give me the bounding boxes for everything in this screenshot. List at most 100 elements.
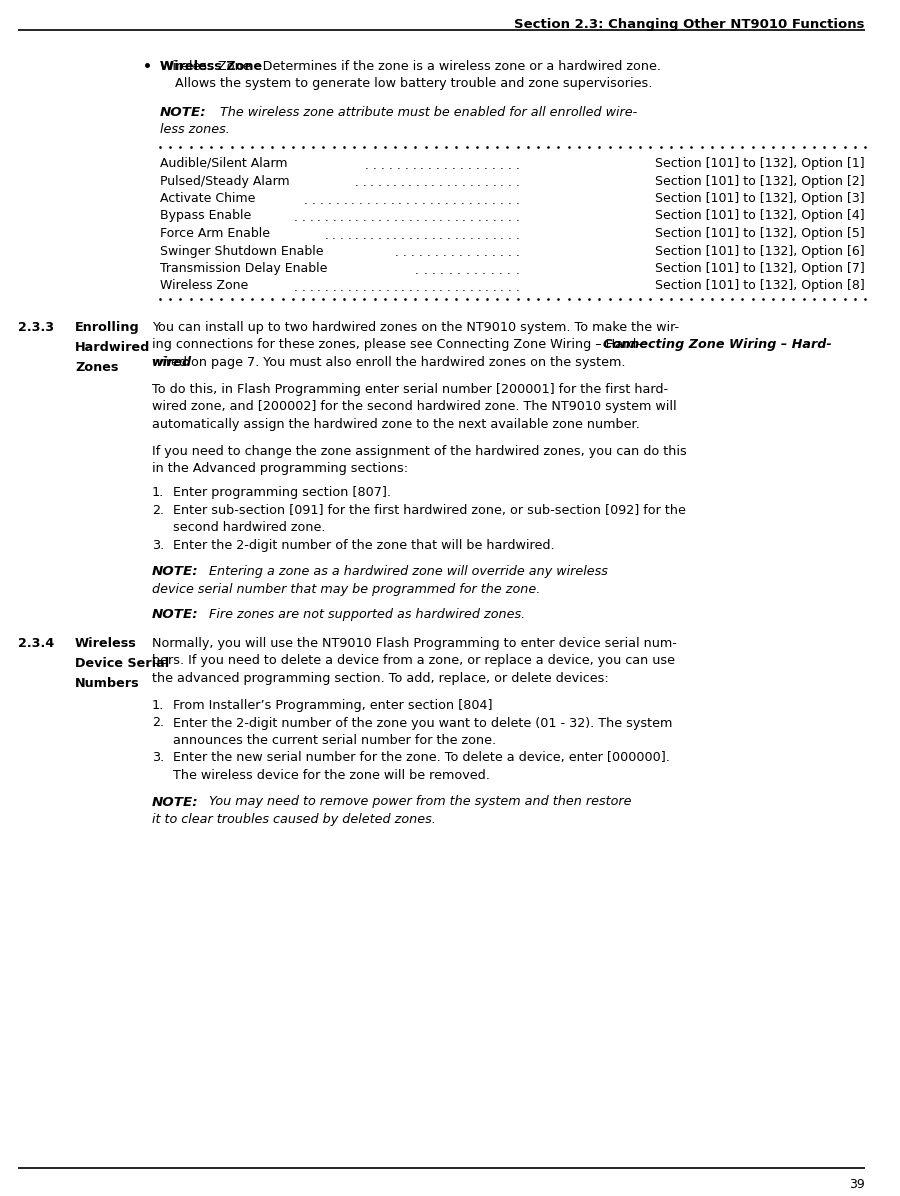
Text: .: . bbox=[385, 228, 390, 242]
Text: .: . bbox=[452, 159, 455, 172]
Text: .: . bbox=[492, 194, 496, 207]
Text: .: . bbox=[484, 194, 488, 207]
Text: Normally, you will use the NT9010 Flash Programming to enter device serial num-: Normally, you will use the NT9010 Flash … bbox=[152, 637, 677, 649]
Text: .: . bbox=[516, 212, 519, 225]
Text: .: . bbox=[424, 228, 428, 242]
Text: .: . bbox=[500, 281, 504, 294]
Text: .: . bbox=[363, 228, 366, 242]
Text: .: . bbox=[448, 264, 453, 277]
Text: .: . bbox=[378, 281, 382, 294]
Text: .: . bbox=[421, 194, 426, 207]
Text: 39: 39 bbox=[850, 1178, 865, 1191]
Text: Audible/Silent Alarm: Audible/Silent Alarm bbox=[160, 157, 287, 170]
Text: Fire zones are not supported as hardwired zones.: Fire zones are not supported as hardwire… bbox=[209, 608, 525, 621]
Text: .: . bbox=[340, 212, 344, 225]
Text: The wireless device for the zone will be removed.: The wireless device for the zone will be… bbox=[173, 769, 490, 782]
Text: .: . bbox=[378, 228, 382, 242]
Text: .: . bbox=[431, 212, 436, 225]
Text: .: . bbox=[457, 264, 461, 277]
Text: .: . bbox=[351, 194, 355, 207]
Text: Section [101] to [132], Option [5]: Section [101] to [132], Option [5] bbox=[655, 227, 865, 240]
Text: Section [101] to [132], Option [6]: Section [101] to [132], Option [6] bbox=[655, 244, 865, 257]
Text: .: . bbox=[477, 228, 481, 242]
Text: Section [101] to [132], Option [4]: Section [101] to [132], Option [4] bbox=[655, 209, 865, 222]
Text: .: . bbox=[500, 194, 503, 207]
Text: .: . bbox=[374, 194, 378, 207]
Text: .: . bbox=[492, 281, 496, 294]
Text: Section [101] to [132], Option [3]: Section [101] to [132], Option [3] bbox=[655, 193, 865, 205]
Text: .: . bbox=[294, 281, 298, 294]
Text: .: . bbox=[445, 194, 449, 207]
Text: Wireless Zone   Determines if the zone is a wireless zone or a hardwired zone.: Wireless Zone Determines if the zone is … bbox=[160, 60, 661, 73]
Text: .: . bbox=[485, 177, 489, 189]
Text: .: . bbox=[500, 212, 504, 225]
Text: .: . bbox=[470, 212, 473, 225]
Text: .: . bbox=[444, 159, 448, 172]
Text: .: . bbox=[477, 177, 481, 189]
Text: 3.: 3. bbox=[152, 751, 164, 764]
Text: .: . bbox=[332, 281, 336, 294]
Text: .: . bbox=[386, 212, 390, 225]
Text: .: . bbox=[416, 177, 419, 189]
Text: .: . bbox=[302, 212, 305, 225]
Text: .: . bbox=[454, 228, 458, 242]
Text: .: . bbox=[470, 281, 473, 294]
Text: .: . bbox=[367, 194, 371, 207]
Text: .: . bbox=[428, 246, 431, 260]
Text: .: . bbox=[468, 159, 472, 172]
Text: .: . bbox=[424, 264, 428, 277]
Text: .: . bbox=[516, 159, 519, 172]
Text: .: . bbox=[382, 194, 386, 207]
Text: Connecting Zone Wiring – Hard-: Connecting Zone Wiring – Hard- bbox=[603, 338, 832, 352]
Text: .: . bbox=[459, 246, 463, 260]
Text: .: . bbox=[317, 212, 320, 225]
Text: .: . bbox=[378, 212, 382, 225]
Text: .: . bbox=[378, 177, 382, 189]
Text: .: . bbox=[424, 212, 428, 225]
Text: .: . bbox=[492, 177, 496, 189]
Text: .: . bbox=[324, 228, 328, 242]
Text: NOTE:: NOTE: bbox=[152, 566, 199, 579]
Text: .: . bbox=[516, 228, 519, 242]
Text: .: . bbox=[473, 264, 477, 277]
Text: .: . bbox=[414, 194, 418, 207]
Text: .: . bbox=[516, 194, 519, 207]
Text: automatically assign the hardwired zone to the next available zone number.: automatically assign the hardwired zone … bbox=[152, 417, 640, 431]
Text: .: . bbox=[401, 281, 405, 294]
Text: .: . bbox=[355, 228, 359, 242]
Text: .: . bbox=[476, 194, 480, 207]
Text: .: . bbox=[443, 246, 447, 260]
Text: 2.3.4: 2.3.4 bbox=[18, 637, 54, 649]
Text: .: . bbox=[320, 194, 324, 207]
Text: .: . bbox=[516, 177, 519, 189]
Text: .: . bbox=[492, 228, 496, 242]
Text: .: . bbox=[439, 228, 443, 242]
Text: 2.3.3: 2.3.3 bbox=[18, 321, 54, 334]
Text: .: . bbox=[312, 194, 316, 207]
Text: Swinger Shutdown Enable: Swinger Shutdown Enable bbox=[160, 244, 323, 257]
Text: .: . bbox=[516, 264, 519, 277]
Text: .: . bbox=[412, 159, 416, 172]
Text: .: . bbox=[439, 212, 443, 225]
Text: .: . bbox=[475, 246, 479, 260]
Text: .: . bbox=[500, 159, 503, 172]
Text: less zones.: less zones. bbox=[160, 123, 230, 136]
Text: 2.: 2. bbox=[152, 504, 164, 517]
Text: it to clear troubles caused by deleted zones.: it to clear troubles caused by deleted z… bbox=[152, 813, 436, 826]
Text: wired zone, and [200002] for the second hardwired zone. The NT9010 system will: wired zone, and [200002] for the second … bbox=[152, 401, 677, 414]
Text: .: . bbox=[371, 281, 374, 294]
Text: Zones: Zones bbox=[75, 361, 119, 374]
Text: .: . bbox=[476, 159, 480, 172]
Text: .: . bbox=[325, 281, 328, 294]
Text: .: . bbox=[461, 194, 464, 207]
Text: .: . bbox=[499, 264, 502, 277]
Text: Device Serial: Device Serial bbox=[75, 657, 169, 670]
Text: .: . bbox=[385, 177, 389, 189]
Text: .: . bbox=[416, 281, 420, 294]
Text: Transmission Delay Enable: Transmission Delay Enable bbox=[160, 262, 328, 275]
Text: .: . bbox=[393, 177, 397, 189]
Text: .: . bbox=[483, 246, 487, 260]
Text: 3.: 3. bbox=[152, 539, 164, 553]
Text: .: . bbox=[356, 212, 359, 225]
Text: .: . bbox=[356, 281, 359, 294]
